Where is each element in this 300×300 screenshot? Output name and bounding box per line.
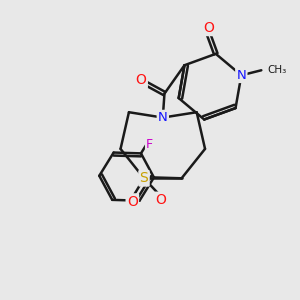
Text: S: S [140, 171, 148, 185]
Text: CH₃: CH₃ [267, 65, 286, 75]
Text: N: N [158, 111, 168, 124]
Text: O: O [155, 193, 166, 207]
Text: F: F [146, 138, 153, 151]
Text: O: O [136, 73, 147, 87]
Text: N: N [236, 69, 246, 82]
Text: O: O [203, 21, 214, 35]
Text: O: O [127, 195, 138, 208]
